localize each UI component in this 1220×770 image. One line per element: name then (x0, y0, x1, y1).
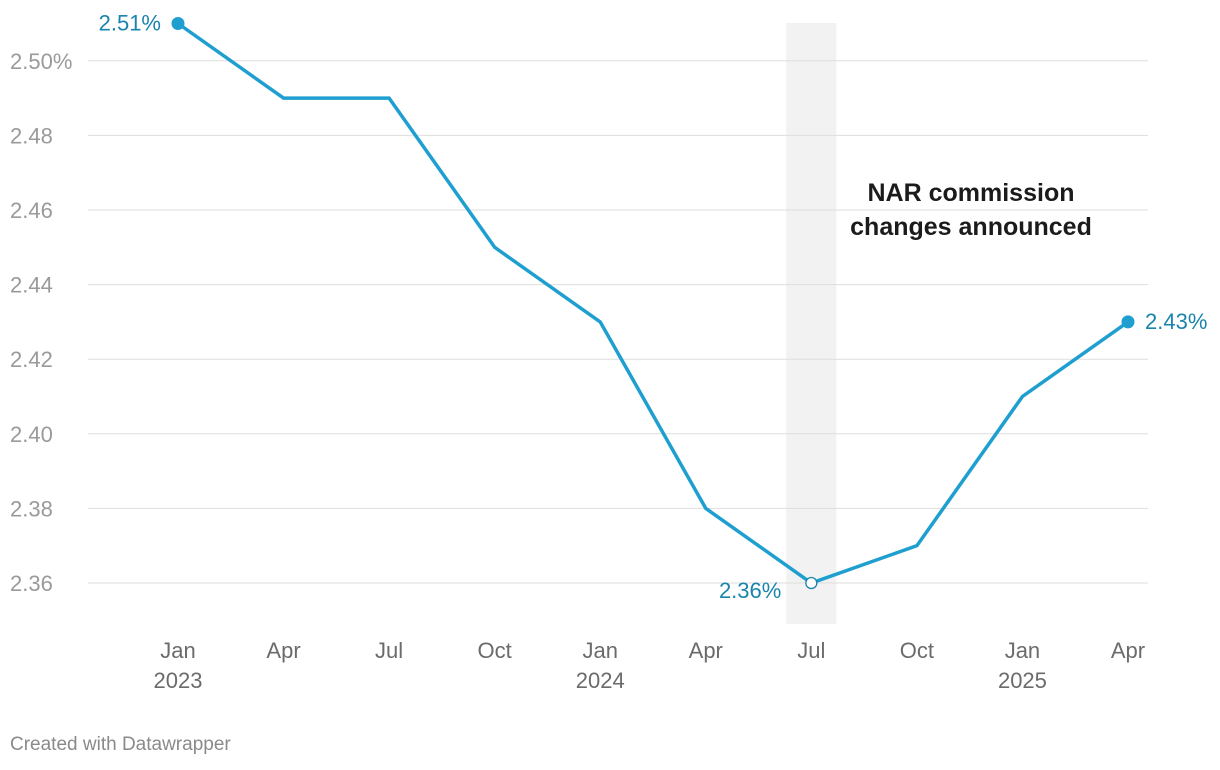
x-tick-month: Oct (478, 638, 512, 663)
x-tick-month: Jan (1005, 638, 1040, 663)
credit-text: Created with Datawrapper (10, 734, 231, 755)
y-tick-label: 2.48 (10, 123, 53, 148)
series-line (176, 22, 1130, 585)
gridlines (88, 60, 1148, 584)
x-tick-month: Oct (900, 638, 934, 663)
annotation-line: changes announced (850, 213, 1092, 241)
point-marker (1121, 315, 1135, 329)
x-tick-year: 2024 (576, 668, 625, 693)
y-tick-label: 2.44 (10, 273, 53, 298)
point-labels: 2.51% 2.36% 2.43% (99, 11, 1208, 604)
x-tick-month: Jan (160, 638, 195, 663)
point-label: 2.36% (719, 578, 781, 603)
highlight-band (786, 23, 837, 624)
x-axis-ticks: Jan 2023 Apr Jul Oct Jan 2024 Apr Jul Oct Jan 2025 A… (154, 638, 1146, 693)
x-tick-month: Jul (797, 638, 825, 663)
annotation-line: NAR commission (868, 179, 1075, 207)
series-line-layer (176, 22, 1130, 585)
x-tick-month: Jul (375, 638, 403, 663)
y-tick-label: 2.38 (10, 496, 53, 521)
point-marker (171, 17, 185, 30)
y-tick-label: 2.42 (10, 347, 53, 372)
annotation-nar-commission: NAR commission changes announced (850, 179, 1092, 241)
y-tick-label: 2.50% (10, 49, 72, 74)
x-tick-year: 2023 (154, 668, 203, 693)
y-tick-label: 2.40 (10, 422, 53, 447)
x-tick-month: Apr (689, 638, 723, 663)
x-tick-month: Apr (1111, 638, 1145, 663)
point-label: 2.51% (99, 11, 161, 36)
y-tick-label: 2.36 (10, 571, 53, 596)
point-marker (805, 576, 818, 590)
y-tick-label: 2.46 (10, 198, 53, 223)
x-tick-month: Jan (582, 638, 617, 663)
x-tick-year: 2025 (998, 668, 1047, 693)
point-label: 2.43% (1145, 309, 1207, 334)
y-axis-ticks: 2.50% 2.48 2.46 2.44 2.42 2.40 2.38 2.36 (10, 49, 72, 596)
annotation-layer: NAR commission changes announced (850, 179, 1092, 241)
highlight-band-layer (786, 23, 837, 624)
x-tick-month: Apr (266, 638, 300, 663)
